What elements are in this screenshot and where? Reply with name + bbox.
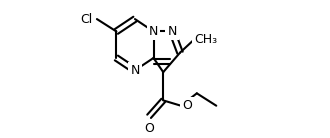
Text: N: N: [167, 25, 177, 38]
Text: O: O: [144, 122, 154, 135]
Text: N: N: [130, 64, 140, 77]
Text: CH₃: CH₃: [194, 33, 218, 46]
Text: N: N: [149, 25, 158, 38]
Text: O: O: [182, 99, 192, 112]
Text: Cl: Cl: [80, 13, 92, 26]
